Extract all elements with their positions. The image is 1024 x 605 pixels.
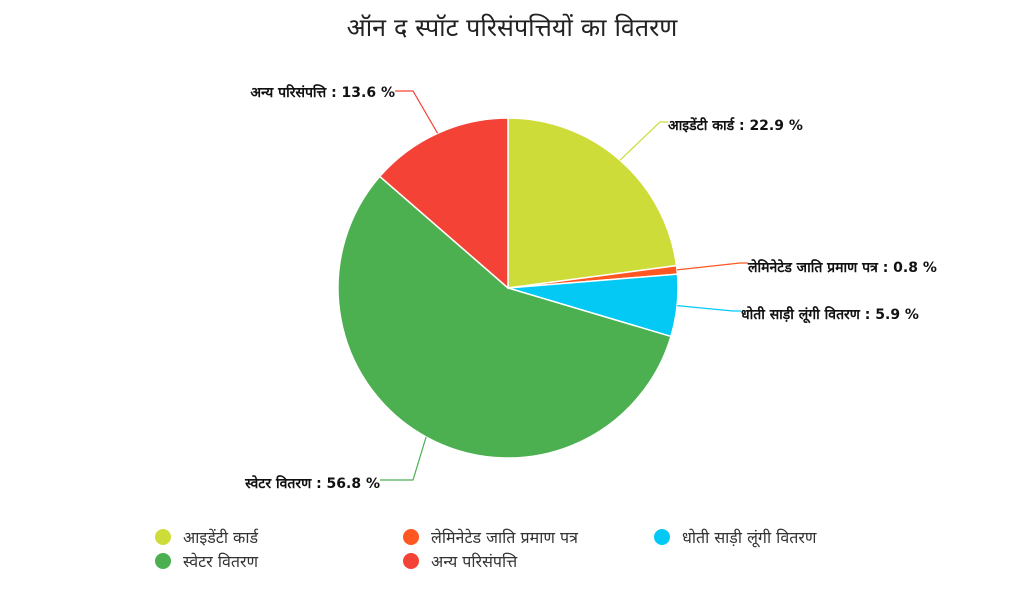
leader-line-slice-2 <box>676 262 748 271</box>
legend-label-slice-2: लेमिनेटेड जाति प्रमाण पत्र <box>431 528 579 547</box>
legend-label-slice-5: अन्य परिसंपत्ति <box>431 552 518 571</box>
slice-labels: आइडेंटी कार्ड : 22.9 % लेमिनेटेड जाति प्र… <box>244 84 937 492</box>
legend-label-slice-1: आइडेंटी कार्ड <box>183 528 259 547</box>
slice-label-slice-4: स्वेटर वितरण : 56.8 % <box>244 475 380 492</box>
leader-lines <box>380 90 748 481</box>
slice-label-slice-3: धोती साड़ी लूंगी वितरण : 5.9 % <box>741 306 919 324</box>
legend-swatch-slice-1 <box>155 529 171 545</box>
pie-slice-4 <box>337 175 672 459</box>
legend-swatch-slice-5 <box>403 553 419 569</box>
leader-line-slice-5 <box>395 90 439 134</box>
legend-label-slice-4: स्वेटर वितरण <box>183 552 259 571</box>
leader-line-slice-4 <box>380 436 427 481</box>
legend: आइडेंटी कार्ड लेमिनेटेड जाति प्रमाण पत्र ध… <box>155 528 817 571</box>
leader-line-slice-1 <box>619 121 668 161</box>
pie-slices <box>337 117 679 459</box>
pie-slice-1 <box>507 117 678 289</box>
chart-title: ऑन द स्पॉट परिसंपत्तियों का वितरण <box>347 13 679 42</box>
legend-swatch-slice-4 <box>155 553 171 569</box>
slice-label-slice-5: अन्य परिसंपत्ति : 13.6 % <box>250 84 395 101</box>
leader-line-slice-3 <box>677 304 741 312</box>
legend-label-slice-3: धोती साड़ी लूंगी वितरण <box>682 528 817 548</box>
legend-swatch-slice-2 <box>403 529 419 545</box>
slice-label-slice-1: आइडेंटी कार्ड : 22.9 % <box>668 117 803 134</box>
slice-label-slice-2: लेमिनेटेड जाति प्रमाण पत्र : 0.8 % <box>747 259 937 276</box>
legend-swatch-slice-3 <box>654 529 670 545</box>
